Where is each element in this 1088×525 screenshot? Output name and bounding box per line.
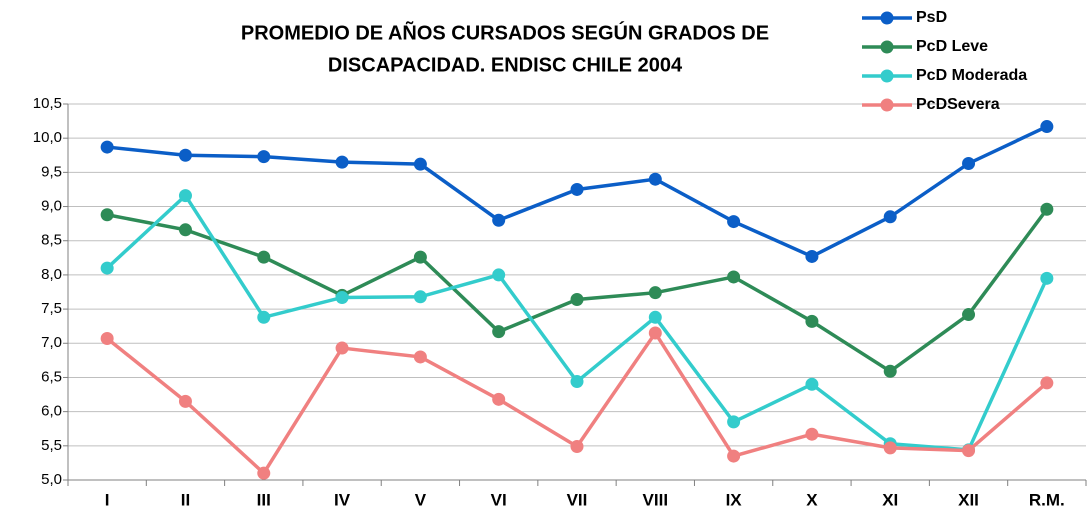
point xyxy=(257,150,271,164)
point xyxy=(962,156,976,170)
point xyxy=(883,441,897,455)
point xyxy=(805,314,819,328)
y-tick-label: 6,5 xyxy=(41,368,62,385)
legend-marker xyxy=(880,69,894,83)
x-tick-label: VI xyxy=(491,490,507,509)
point xyxy=(1040,376,1054,390)
point xyxy=(570,375,584,389)
legend-marker xyxy=(880,11,894,25)
chart-title: PROMEDIO DE AÑOS CURSADOS SEGÚN GRADOS D… xyxy=(241,20,769,44)
point xyxy=(962,444,976,458)
point xyxy=(257,310,271,324)
point xyxy=(648,310,662,324)
point xyxy=(178,148,192,162)
y-tick-label: 5,5 xyxy=(41,437,62,454)
point xyxy=(648,286,662,300)
legend-marker xyxy=(880,98,894,112)
point xyxy=(178,394,192,408)
point xyxy=(100,140,114,154)
point xyxy=(570,182,584,196)
y-tick-label: 7,0 xyxy=(41,334,62,351)
point xyxy=(178,189,192,203)
legend-marker xyxy=(880,40,894,54)
point xyxy=(648,326,662,340)
point xyxy=(648,172,662,186)
legend-label: PsD xyxy=(916,9,947,26)
point xyxy=(100,331,114,345)
y-tick-label: 10,0 xyxy=(33,129,62,146)
x-tick-label: VII xyxy=(567,490,588,509)
point xyxy=(883,364,897,378)
point xyxy=(1040,120,1054,134)
point xyxy=(413,350,427,364)
chart-title: DISCAPACIDAD. ENDISC CHILE 2004 xyxy=(328,54,683,76)
point xyxy=(727,215,741,229)
x-tick-label: I xyxy=(105,490,110,509)
point xyxy=(257,250,271,264)
x-tick-label: IX xyxy=(726,490,743,509)
point xyxy=(335,155,349,169)
point xyxy=(492,392,506,406)
point xyxy=(1040,202,1054,216)
x-tick-label: R.M. xyxy=(1029,490,1065,509)
point xyxy=(570,293,584,307)
point xyxy=(335,341,349,355)
x-tick-label: V xyxy=(415,490,427,509)
point xyxy=(100,261,114,275)
point xyxy=(727,449,741,463)
y-tick-label: 9,5 xyxy=(41,163,62,180)
point xyxy=(178,223,192,237)
x-tick-label: IV xyxy=(334,490,351,509)
x-tick-label: VIII xyxy=(643,490,669,509)
y-tick-label: 9,0 xyxy=(41,198,62,215)
point xyxy=(727,415,741,429)
y-tick-label: 8,5 xyxy=(41,232,62,249)
point xyxy=(727,270,741,284)
point xyxy=(100,208,114,222)
y-tick-label: 5,0 xyxy=(41,471,62,488)
point xyxy=(805,427,819,441)
point xyxy=(413,250,427,264)
point xyxy=(492,268,506,282)
point xyxy=(492,325,506,339)
legend-label: PcD Leve xyxy=(916,38,988,55)
point xyxy=(805,249,819,263)
point xyxy=(335,290,349,304)
y-tick-label: 10,5 xyxy=(33,95,62,112)
x-tick-label: II xyxy=(181,490,190,509)
point xyxy=(413,290,427,304)
y-tick-label: 6,0 xyxy=(41,403,62,420)
x-tick-label: III xyxy=(257,490,271,509)
point xyxy=(1040,271,1054,285)
point xyxy=(805,377,819,391)
y-tick-label: 8,0 xyxy=(41,266,62,283)
y-tick-label: 7,5 xyxy=(41,300,62,317)
x-tick-label: XII xyxy=(958,490,979,509)
point xyxy=(492,213,506,227)
legend-label: PcD Moderada xyxy=(916,67,1027,84)
point xyxy=(883,210,897,224)
point xyxy=(413,157,427,171)
x-tick-label: X xyxy=(806,490,818,509)
point xyxy=(257,466,271,480)
point xyxy=(962,308,976,322)
legend-label: PcDSevera xyxy=(916,96,1000,113)
point xyxy=(570,440,584,454)
x-tick-label: XI xyxy=(882,490,898,509)
